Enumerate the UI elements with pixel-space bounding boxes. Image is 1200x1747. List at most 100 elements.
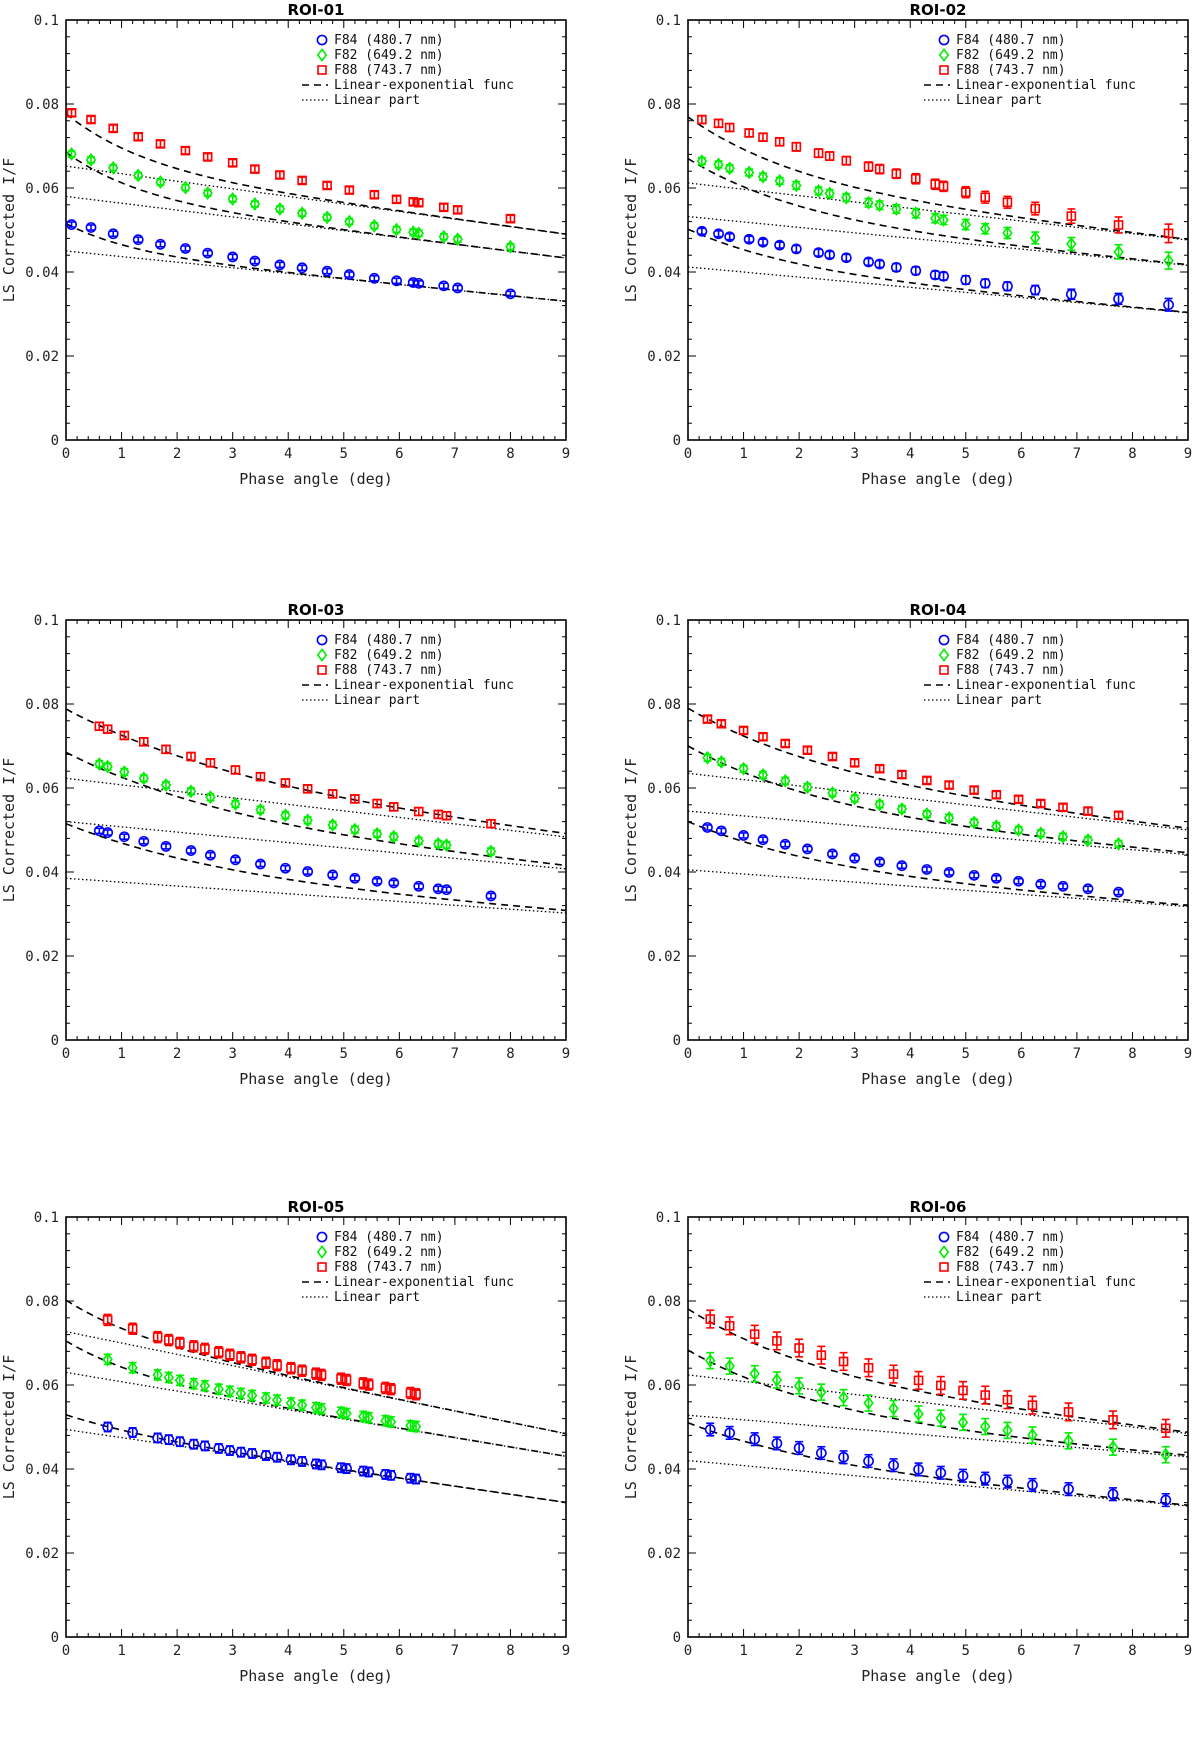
data-point	[890, 261, 902, 273]
square-marker	[327, 789, 338, 799]
y-tick-label: 0.06	[25, 181, 59, 197]
data-point	[779, 838, 791, 850]
square-marker	[302, 784, 313, 794]
y-tick-label: 0.06	[647, 181, 681, 197]
data-point	[702, 714, 713, 724]
diamond-marker	[388, 829, 399, 844]
linear-exponential-fit-line	[688, 820, 1188, 906]
y-tick-label: 0	[51, 1630, 59, 1646]
square-marker	[991, 789, 1002, 800]
data-point	[296, 1456, 308, 1467]
circle-marker	[363, 1466, 375, 1478]
legend-circle-icon	[316, 634, 328, 646]
data-point	[1113, 836, 1124, 851]
circle-marker	[1113, 293, 1124, 305]
data-point	[335, 1462, 347, 1474]
diamond-marker	[199, 1378, 211, 1393]
data-point	[388, 877, 400, 889]
legend-label: F84 (480.7 nm)	[334, 33, 444, 48]
square-marker	[910, 173, 921, 184]
data-point	[133, 131, 144, 142]
data-point	[185, 784, 197, 799]
panel-roi-05: ROI-05 0 1 2 3 4 5 6 7 8 9 0 0.02 0.04 0.06 0.08 0.1 Phas…	[0, 1198, 570, 1685]
legend-square-icon	[317, 65, 327, 75]
data-point	[1063, 1432, 1074, 1450]
data-point	[1027, 1395, 1038, 1415]
data-point	[274, 259, 286, 271]
x-tick-label: 4	[284, 1046, 292, 1062]
circle-marker	[321, 265, 333, 277]
y-tick-label: 0.02	[647, 349, 681, 365]
data-point	[321, 210, 333, 225]
circle-marker	[188, 1438, 200, 1450]
diamond-marker	[1030, 231, 1041, 245]
data-point	[235, 1386, 247, 1401]
data-point	[247, 1353, 257, 1367]
data-point	[863, 1453, 874, 1469]
diamond-marker	[180, 180, 191, 195]
diamond-marker	[1063, 1433, 1074, 1448]
data-point	[1002, 1474, 1013, 1489]
diamond-marker	[841, 190, 852, 205]
legend-square-icon	[939, 1262, 949, 1272]
data-point	[938, 180, 949, 193]
diamond-marker	[771, 1373, 783, 1387]
data-point	[772, 1331, 782, 1351]
diamond-marker	[413, 226, 424, 241]
legend-diamond-icon	[316, 48, 328, 62]
data-point	[874, 763, 885, 774]
square-marker	[438, 202, 449, 213]
diamond-marker	[1027, 1428, 1038, 1442]
y-axis-label: LS Corrected I/F	[622, 758, 640, 903]
diamond-marker	[369, 218, 380, 233]
diamond-marker	[943, 810, 955, 825]
x-tick-label: 2	[173, 1643, 181, 1659]
series-f84	[696, 225, 1174, 312]
data-point	[749, 1432, 761, 1447]
diamond-marker	[271, 1393, 283, 1408]
data-point	[1057, 880, 1069, 892]
data-point	[960, 274, 972, 286]
y-tick-label: 0.06	[647, 781, 681, 797]
circle-marker	[405, 1472, 416, 1484]
data-point	[275, 170, 285, 180]
diamond-marker	[891, 202, 902, 216]
diamond-marker	[174, 1373, 186, 1388]
y-tick-label: 0.08	[647, 1294, 681, 1310]
square-marker	[935, 1380, 946, 1391]
diamond-marker	[433, 836, 444, 851]
y-tick-label: 0.04	[25, 1462, 59, 1478]
data-point	[411, 1387, 421, 1401]
panel-roi-04: ROI-04 0 1 2 3 4 5 6 7 8 9 0 0.02 0.04 0.06 0.08 0.1 Phas…	[622, 601, 1192, 1088]
square-marker	[127, 1323, 138, 1334]
circle-marker	[349, 872, 361, 884]
diamond-marker	[888, 1401, 899, 1416]
data-point	[1013, 875, 1024, 887]
x-tick-label: 1	[117, 1643, 125, 1659]
legend-label: Linear part	[334, 1290, 420, 1305]
data-point	[85, 152, 97, 167]
data-point	[758, 731, 768, 742]
y-tick-label: 0.08	[25, 1294, 59, 1310]
y-tick-label: 0	[51, 1033, 59, 1049]
diamond-marker	[863, 1396, 874, 1410]
data-point	[388, 802, 399, 812]
data-point	[133, 168, 144, 183]
circle-marker	[180, 243, 191, 254]
data-point	[438, 202, 449, 213]
data-point	[1160, 1492, 1172, 1508]
circle-marker	[202, 247, 214, 259]
data-point	[160, 840, 172, 852]
linear-exponential-fit-line	[66, 113, 566, 235]
series-f84	[66, 219, 516, 300]
square-marker	[813, 148, 824, 158]
circle-marker	[757, 834, 769, 846]
diamond-marker	[102, 1352, 113, 1367]
square-marker	[1030, 203, 1041, 214]
data-point	[802, 780, 813, 795]
x-axis-label: Phase angle (deg)	[861, 470, 1015, 488]
square-marker	[250, 164, 260, 174]
diamond-marker	[1013, 823, 1024, 837]
data-point	[344, 214, 355, 229]
data-point	[405, 1386, 416, 1400]
